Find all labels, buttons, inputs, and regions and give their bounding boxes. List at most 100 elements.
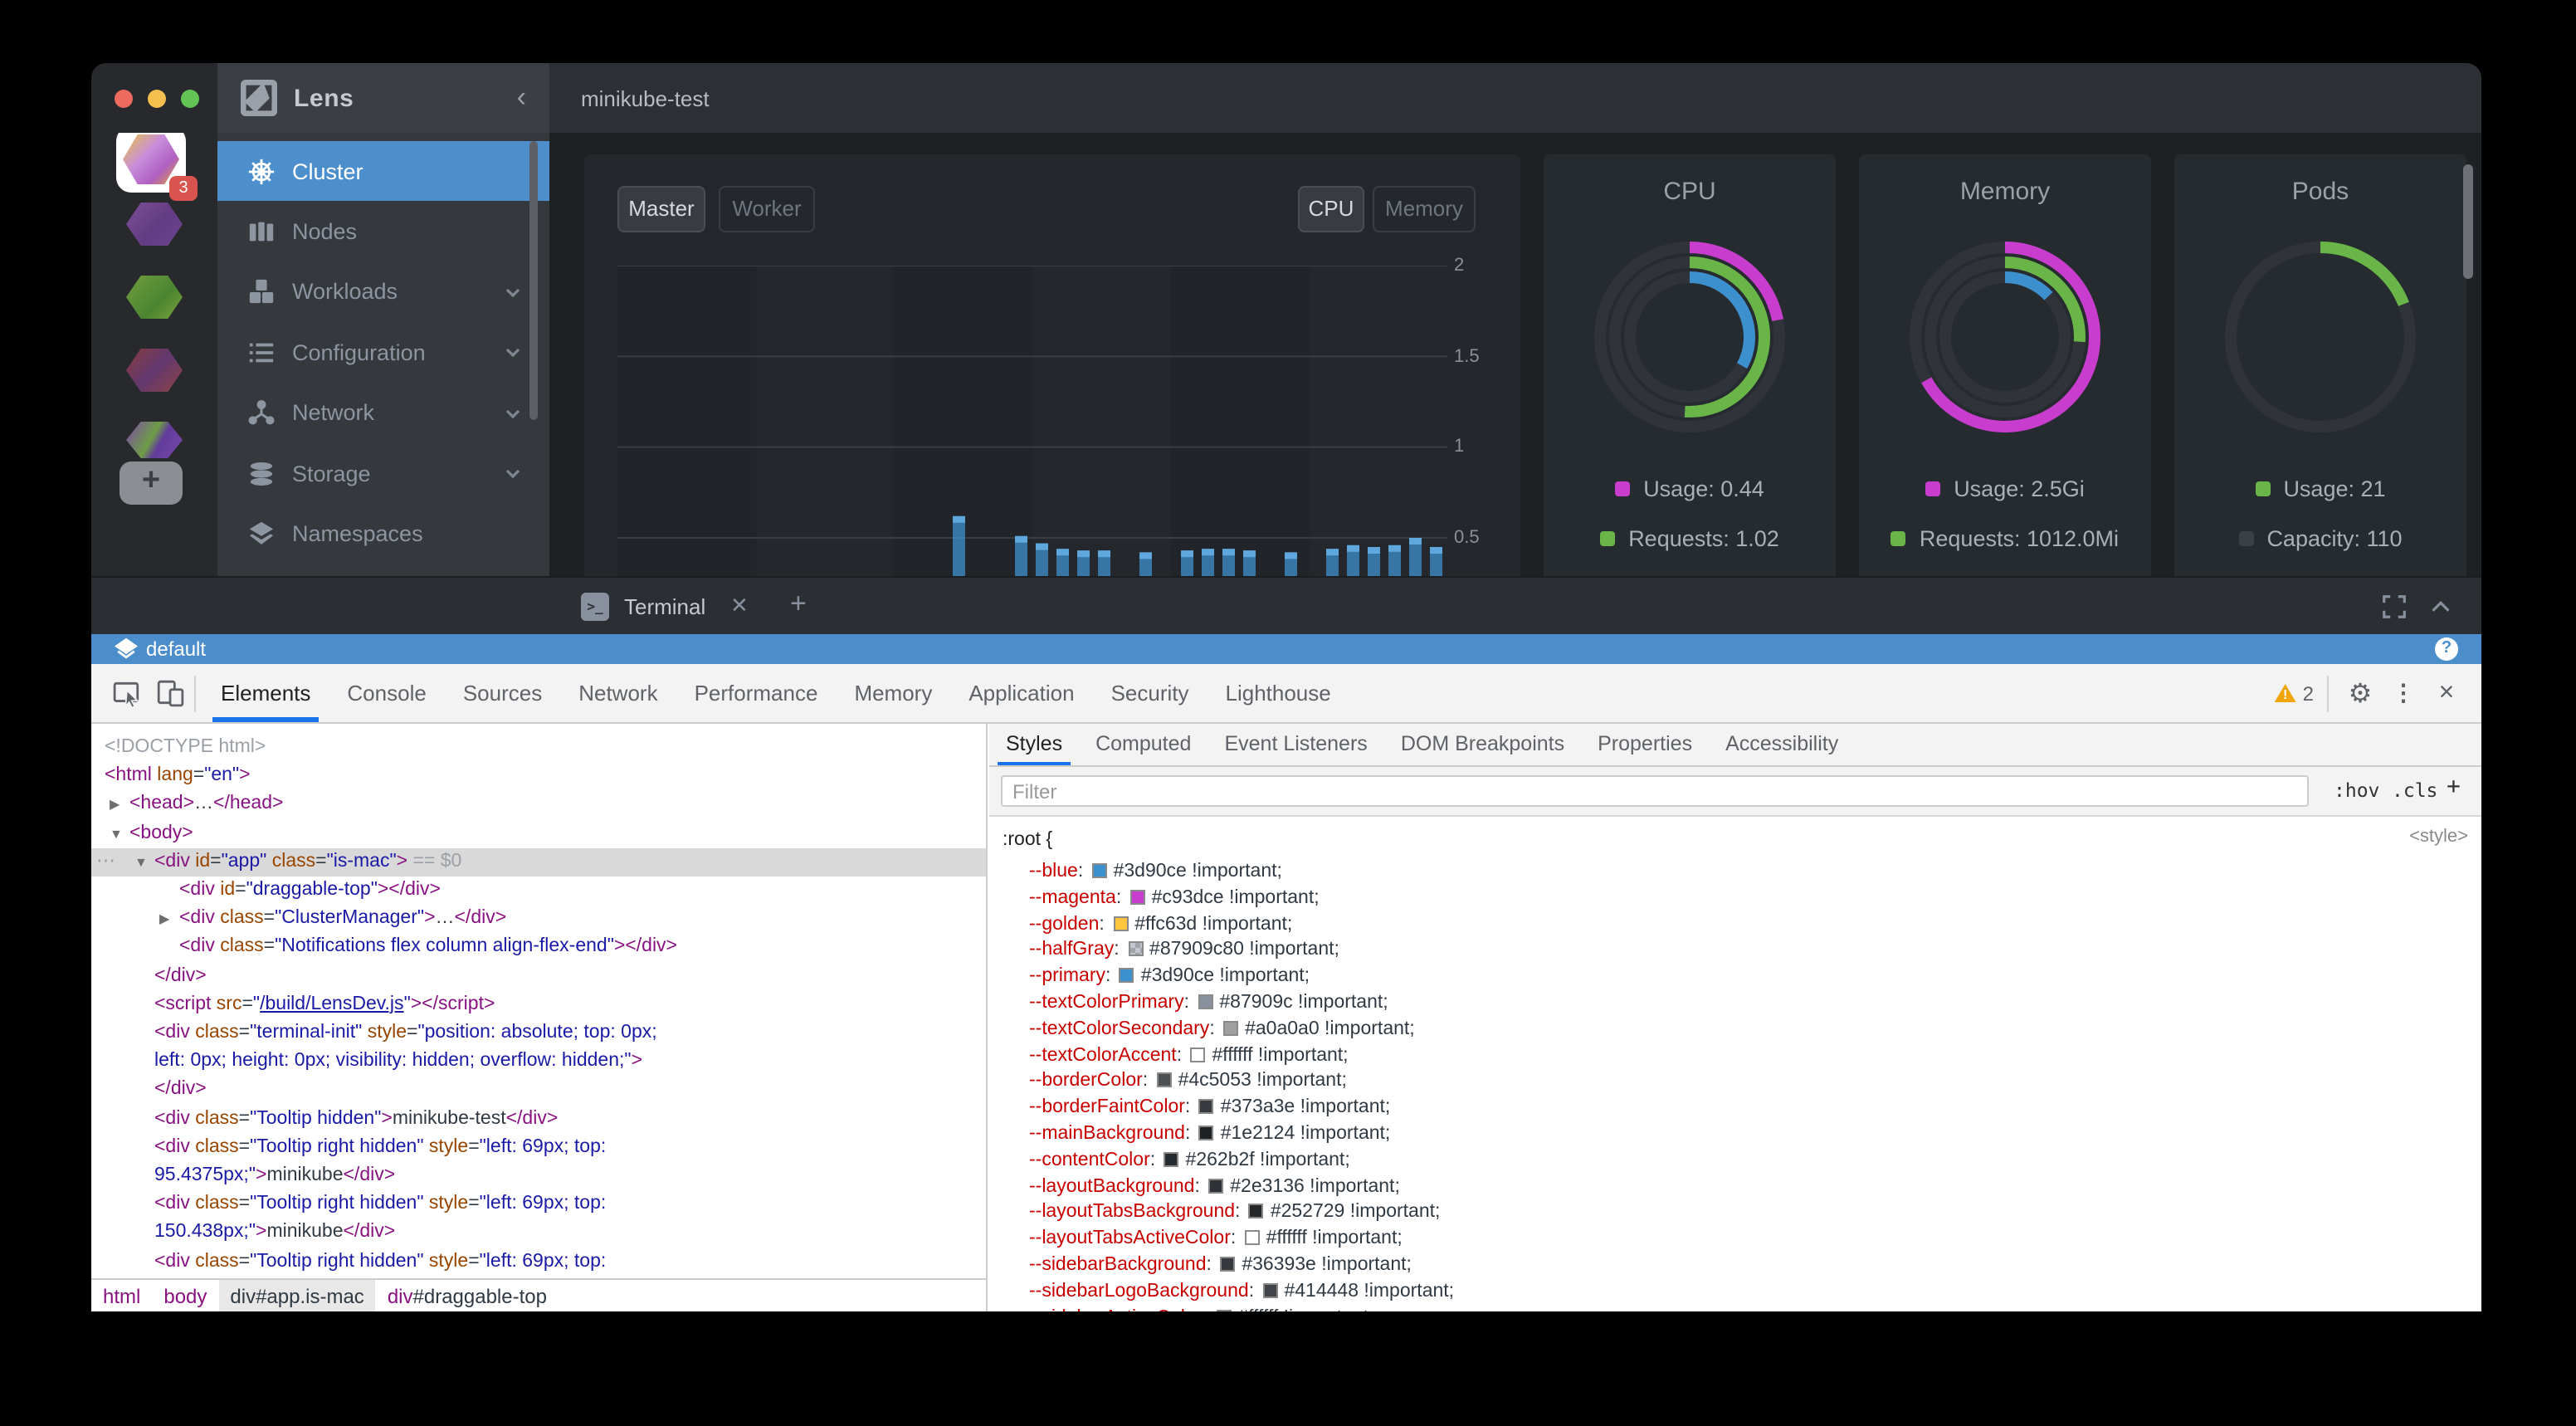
kebab-menu-icon[interactable]: ⋮: [2392, 679, 2415, 706]
worker-toggle-button[interactable]: Worker: [719, 186, 815, 232]
breadcrumb-item[interactable]: div#app.is-mac: [218, 1280, 376, 1311]
inspect-element-icon[interactable]: [105, 671, 148, 715]
dom-tree-row[interactable]: <div class="Tooltip right hidden" style=…: [154, 1136, 607, 1157]
cluster-item[interactable]: [126, 276, 183, 319]
color-swatch[interactable]: [1156, 1072, 1172, 1088]
sidebar-item-cluster[interactable]: Cluster: [217, 141, 549, 202]
dom-tree-row[interactable]: </div>: [154, 965, 207, 986]
css-property-row[interactable]: --blue: #3d90ce !important;: [1029, 862, 1282, 881]
dom-tree-row[interactable]: <div id="draggable-top"></div>: [179, 880, 441, 901]
tab-memory[interactable]: Memory: [854, 681, 933, 706]
color-swatch[interactable]: [1113, 916, 1129, 931]
device-toolbar-icon[interactable]: [148, 671, 191, 715]
css-property-row[interactable]: --borderColor: #4c5053 !important;: [1029, 1071, 1347, 1091]
css-property-row[interactable]: --layoutTabsBackground: #252729 !importa…: [1029, 1202, 1441, 1223]
dom-tree-row[interactable]: ▶ <div class="ClusterManager">…</div>: [91, 905, 986, 933]
cluster-item[interactable]: [126, 203, 183, 246]
sidebar-item-events[interactable]: Events: [217, 564, 549, 576]
maximize-window-button[interactable]: [181, 90, 199, 108]
css-property-row[interactable]: --layoutBackground: #2e3136 !important;: [1029, 1176, 1400, 1197]
color-swatch[interactable]: [1216, 1309, 1232, 1311]
element-classes-toggle[interactable]: .cls: [2392, 779, 2438, 802]
terminal-add-icon[interactable]: +: [790, 588, 807, 619]
pseudo-state-toggle[interactable]: :hov: [2334, 779, 2380, 802]
help-button[interactable]: ?: [2435, 637, 2458, 661]
css-property-row[interactable]: --layoutTabsActiveColor: #ffffff !import…: [1029, 1228, 1403, 1249]
expand-closed-icon[interactable]: ▶: [159, 911, 170, 927]
dom-tree-row[interactable]: left: 0px; height: 0px; visibility: hidd…: [154, 1051, 642, 1072]
color-swatch[interactable]: [1220, 1256, 1236, 1272]
sidebar-item-nodes[interactable]: Nodes: [217, 202, 549, 262]
color-swatch[interactable]: [1091, 863, 1107, 878]
styles-tab-event-listeners[interactable]: Event Listeners: [1224, 732, 1368, 755]
css-property-row[interactable]: --magenta: #c93dce !important;: [1029, 887, 1320, 908]
add-cluster-button[interactable]: +: [120, 461, 183, 505]
tab-security[interactable]: Security: [1110, 681, 1189, 706]
dom-tree-row[interactable]: <div class="terminal-init" style="positi…: [154, 1023, 657, 1043]
sidebar-item-configuration[interactable]: Configuration: [217, 322, 549, 383]
memory-toggle-button[interactable]: Memory: [1373, 186, 1476, 232]
css-property-row[interactable]: --sidebarBackground: #36393e !important;: [1029, 1254, 1412, 1275]
styles-tab-computed[interactable]: Computed: [1095, 732, 1192, 755]
breadcrumb-item[interactable]: div #draggable-top: [387, 1284, 547, 1307]
dom-tree-row[interactable]: <!DOCTYPE html>: [105, 737, 266, 757]
color-swatch[interactable]: [1129, 889, 1145, 905]
dom-tree-row[interactable]: <div class="Tooltip right hidden" style=…: [154, 1194, 607, 1214]
expand-open-icon[interactable]: ▼: [110, 826, 123, 842]
dom-tree-row[interactable]: <div class="Tooltip right hidden" style=…: [154, 1251, 607, 1272]
tab-elements[interactable]: Elements: [202, 664, 329, 722]
sidebar-item-storage[interactable]: Storage: [217, 443, 549, 504]
css-property-row[interactable]: --textColorSecondary: #a0a0a0 !important…: [1029, 1018, 1415, 1039]
color-swatch[interactable]: [1190, 1047, 1206, 1062]
css-property-row[interactable]: --sidebarActiveColor: #ffffff !important…: [1029, 1307, 2481, 1311]
close-window-button[interactable]: [115, 90, 133, 108]
dom-tree-row[interactable]: ▼ <body>: [91, 819, 986, 847]
dom-tree-row[interactable]: <div class="Tooltip hidden">minikube-tes…: [154, 1108, 559, 1129]
namespace-label[interactable]: default: [146, 637, 207, 661]
tab-performance[interactable]: Performance: [694, 681, 818, 706]
css-property-row[interactable]: --halfGray: #87909c80 !important;: [1029, 940, 1339, 960]
minimize-window-button[interactable]: [148, 90, 166, 108]
cluster-item[interactable]: [126, 422, 183, 458]
breadcrumb-item[interactable]: html: [103, 1284, 141, 1307]
cpu-toggle-button[interactable]: CPU: [1298, 186, 1364, 232]
styles-tab-properties[interactable]: Properties: [1598, 732, 1693, 755]
color-swatch[interactable]: [1198, 1125, 1214, 1140]
cluster-item[interactable]: [126, 349, 183, 392]
terminal-close-icon[interactable]: ✕: [730, 593, 749, 618]
color-swatch[interactable]: [1262, 1282, 1278, 1298]
overflow-icon[interactable]: ⋯: [96, 851, 115, 872]
nav-scrollbar[interactable]: [529, 141, 538, 420]
expand-open-icon[interactable]: ▼: [134, 854, 148, 870]
close-icon[interactable]: ×: [2438, 678, 2455, 706]
styles-tab-styles[interactable]: Styles: [989, 724, 1079, 765]
styles-filter-input[interactable]: [1001, 775, 2309, 807]
css-property-row[interactable]: --textColorAccent: #ffffff !important;: [1029, 1045, 1349, 1066]
dom-tree-row[interactable]: </div>: [154, 1079, 207, 1100]
color-swatch[interactable]: [1119, 968, 1134, 984]
sidebar-item-workloads[interactable]: Workloads: [217, 262, 549, 323]
css-selector[interactable]: :root {: [1003, 830, 1053, 850]
sidebar-item-namespaces[interactable]: Namespaces: [217, 504, 549, 564]
expand-closed-icon[interactable]: ▶: [110, 797, 120, 813]
cluster-item-active[interactable]: 3: [116, 133, 198, 201]
dom-tree-row[interactable]: ▶ <head>…</head>: [91, 791, 986, 819]
styles-tab-accessibility[interactable]: Accessibility: [1725, 732, 1839, 755]
dom-tree-row[interactable]: <html lang="en">: [105, 765, 251, 786]
tab-network[interactable]: Network: [578, 681, 658, 706]
color-swatch[interactable]: [1198, 994, 1213, 1009]
css-property-row[interactable]: --primary: #3d90ce !important;: [1029, 966, 1310, 987]
dom-tree-row[interactable]: ⋯ ▼ <div id="app" class="is-mac"> == $0: [91, 847, 986, 877]
chevron-up-icon[interactable]: [2427, 593, 2455, 621]
css-source-link[interactable]: <style>: [2409, 827, 2468, 847]
css-property-row[interactable]: --mainBackground: #1e2124 !important;: [1029, 1123, 1391, 1144]
master-toggle-button[interactable]: Master: [617, 186, 705, 232]
sidebar-collapse-icon[interactable]: ‹: [516, 81, 526, 113]
css-property-row[interactable]: --sidebarLogoBackground: #414448 !import…: [1029, 1281, 1455, 1301]
content-scrollbar[interactable]: [2463, 164, 2473, 279]
new-style-rule-button[interactable]: +: [2447, 774, 2461, 800]
color-swatch[interactable]: [1223, 1020, 1239, 1036]
color-swatch[interactable]: [1244, 1230, 1260, 1246]
color-swatch[interactable]: [1198, 1099, 1214, 1115]
tab-application[interactable]: Application: [968, 681, 1075, 706]
